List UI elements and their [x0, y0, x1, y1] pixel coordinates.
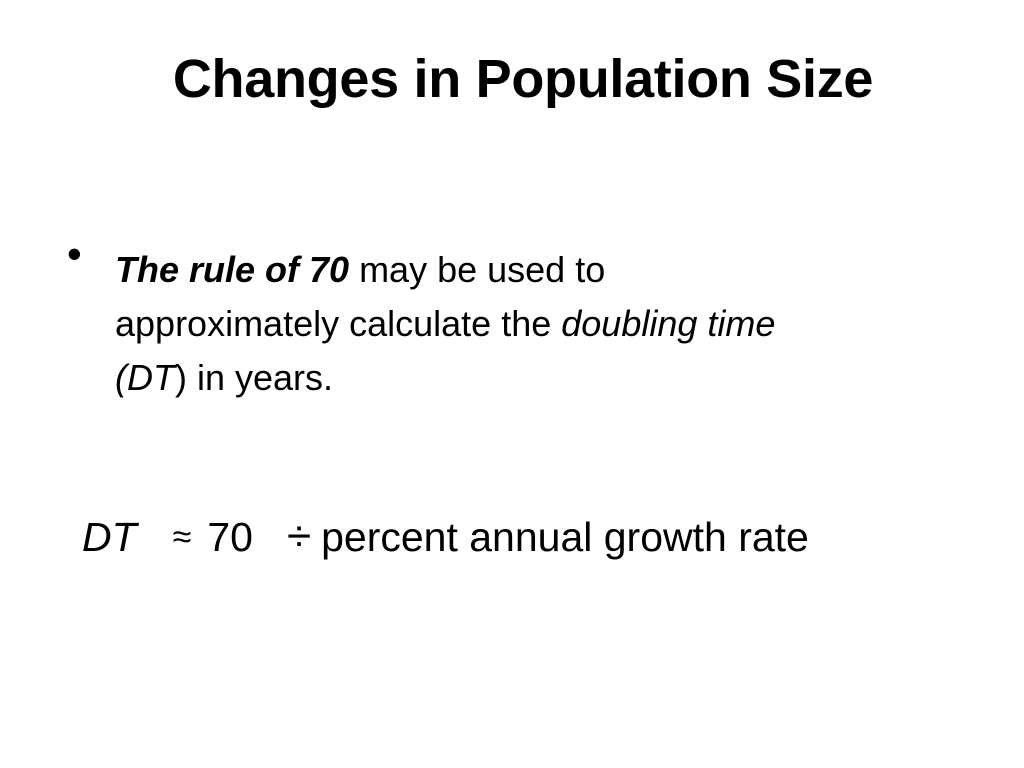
doubling-time-term: doubling time — [561, 303, 776, 344]
formula-rhs: percent annual growth rate — [321, 514, 809, 560]
bullet-line-1: The rule of 70 may be used to — [115, 243, 945, 297]
formula-lhs: DT — [82, 514, 137, 560]
open-paren: ( — [115, 357, 127, 398]
rule-of-70-term: The rule of 70 — [115, 249, 350, 290]
slide-title: Changes in Population Size — [172, 49, 874, 109]
divide-symbol: ÷ — [286, 512, 312, 561]
bullet-line-3: (DT) in years. — [115, 351, 945, 405]
bullet-text: The rule of 70 may be used to approximat… — [115, 243, 945, 405]
bullet-line-3-rest: ) in years. — [175, 357, 334, 398]
bullet-line-2-text: approximately calculate the — [115, 303, 562, 344]
bullet-icon: • — [67, 230, 82, 277]
dt-abbreviation: DT — [127, 357, 175, 398]
approx-symbol: ≈ — [172, 518, 192, 556]
doubling-time-formula: DT ≈70 ÷ percent annual growth rate — [82, 510, 809, 564]
formula-number: 70 — [207, 514, 253, 560]
bullet-line-1-rest: may be used to — [349, 249, 606, 290]
bullet-line-2: approximately calculate the doubling tim… — [115, 297, 945, 351]
